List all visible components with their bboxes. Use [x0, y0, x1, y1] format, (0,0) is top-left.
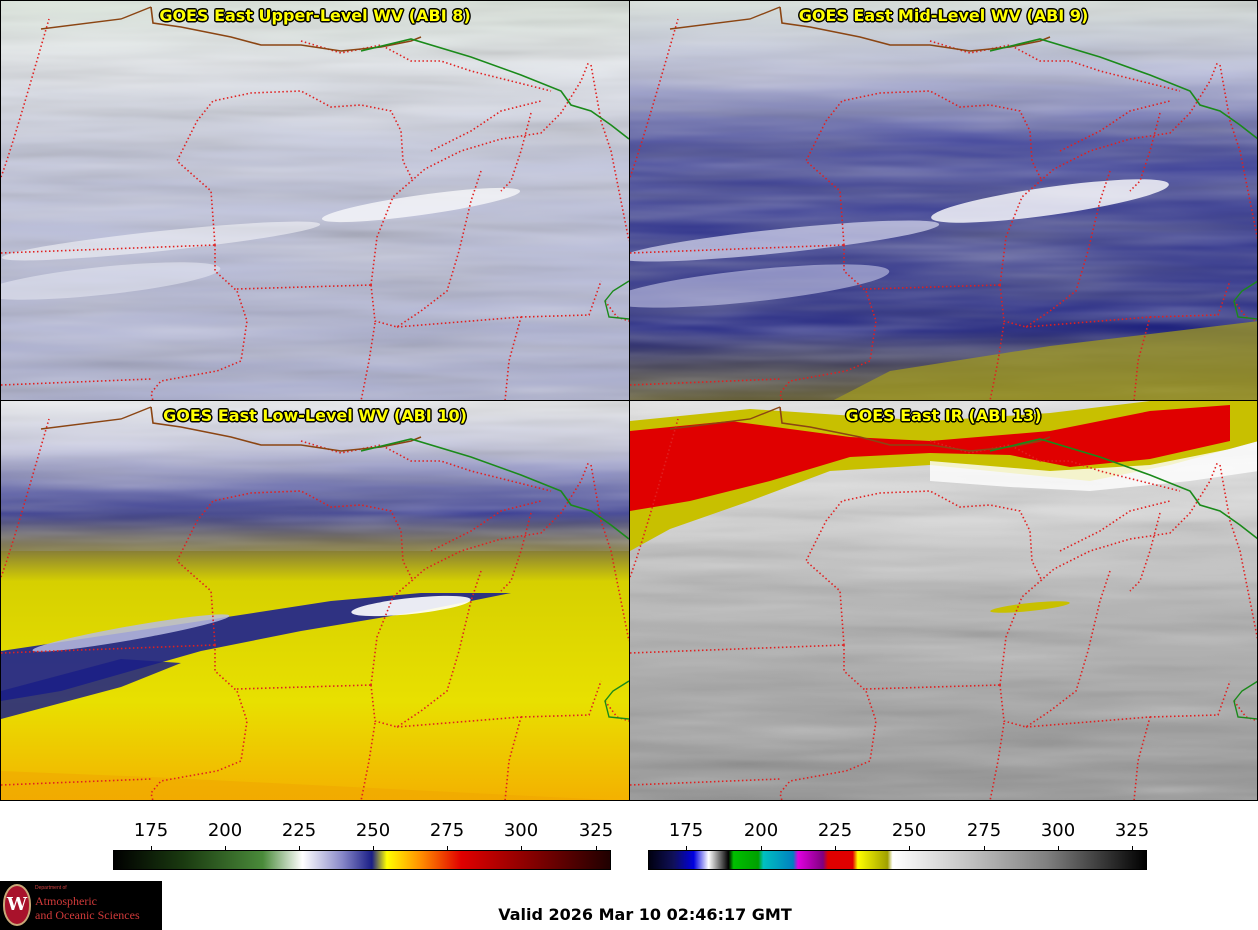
valid-time: Valid 2026 Mar 10 02:46:17 GMT [498, 905, 792, 924]
wv-tick-mark [299, 846, 300, 851]
wv-colorbar [113, 850, 611, 870]
panel-title: GOES East Upper-Level WV (ABI 8) [159, 6, 471, 25]
logo-dept-text: Department of [35, 885, 67, 891]
wv-tick-label: 225 [281, 820, 317, 841]
ir-tick-mark [1058, 846, 1059, 851]
wv-tick-label: 175 [133, 820, 169, 841]
ir-tick-mark [686, 846, 687, 851]
map-panel-upper-wv: GOES East Upper-Level WV (ABI 8) [0, 0, 630, 401]
ir-tick-label: 175 [668, 820, 704, 841]
ir-tick-mark [835, 846, 836, 851]
ir-tick-label: 275 [966, 820, 1002, 841]
aos-logo[interactable]: W Department of Atmospheric and Oceanic … [0, 881, 162, 930]
uw-seal-icon: W [3, 884, 31, 926]
wv-tick-mark [225, 846, 226, 851]
wv-tick-mark [447, 846, 448, 851]
ir-tick-label: 250 [891, 820, 927, 841]
logo-line-2: and Oceanic Sciences [35, 908, 140, 922]
ir-tick-mark [909, 846, 910, 851]
wv-tick-mark [373, 846, 374, 851]
panel-title: GOES East IR (ABI 13) [845, 406, 1042, 425]
wv-tick-mark [521, 846, 522, 851]
wv-tick-label: 300 [503, 820, 539, 841]
ir-tick-label: 300 [1040, 820, 1076, 841]
logo-line-1: Atmospheric [35, 894, 97, 908]
map-panel-low-wv: GOES East Low-Level WV (ABI 10) [0, 400, 630, 801]
panel-title: GOES East Mid-Level WV (ABI 9) [798, 6, 1089, 25]
ir-colorbar [648, 850, 1147, 870]
ir-tick-mark [1132, 846, 1133, 851]
low-wv-imagery [1, 401, 629, 800]
upper-wv-imagery [1, 1, 629, 400]
ir-tick-label: 200 [743, 820, 779, 841]
ir-imagery [630, 401, 1257, 800]
ir-tick-mark [984, 846, 985, 851]
ir-tick-label: 325 [1114, 820, 1150, 841]
wv-tick-mark [596, 846, 597, 851]
wv-tick-label: 250 [355, 820, 391, 841]
wv-tick-label: 325 [578, 820, 614, 841]
mid-wv-imagery [630, 1, 1257, 400]
map-panel-ir: GOES East IR (ABI 13) [629, 400, 1258, 801]
map-panel-mid-wv: GOES East Mid-Level WV (ABI 9) [629, 0, 1258, 401]
wv-tick-label: 275 [429, 820, 465, 841]
wv-tick-label: 200 [207, 820, 243, 841]
ir-tick-label: 225 [817, 820, 853, 841]
panel-title: GOES East Low-Level WV (ABI 10) [163, 406, 467, 425]
ir-tick-mark [761, 846, 762, 851]
wv-tick-mark [151, 846, 152, 851]
